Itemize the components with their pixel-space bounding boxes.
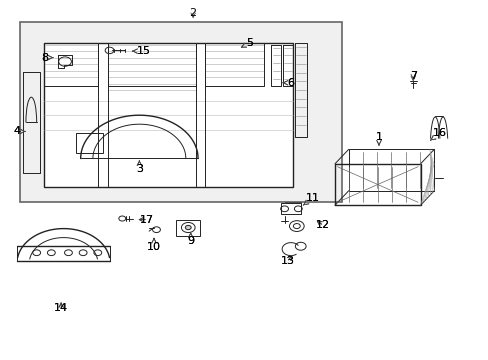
Text: 16: 16 — [429, 128, 446, 140]
Text: 3: 3 — [136, 161, 142, 174]
Bar — [176, 220, 200, 236]
Text: 10: 10 — [147, 238, 161, 252]
Text: 13: 13 — [280, 256, 294, 266]
Polygon shape — [44, 43, 293, 187]
Text: 1: 1 — [375, 132, 382, 145]
Text: 8: 8 — [41, 53, 53, 63]
Text: 11: 11 — [303, 193, 319, 205]
Text: 4: 4 — [14, 126, 25, 136]
Text: 7: 7 — [409, 71, 416, 81]
Text: 5: 5 — [241, 38, 252, 48]
Bar — [20, 22, 342, 202]
Text: 15: 15 — [133, 46, 151, 56]
Text: 12: 12 — [315, 220, 329, 230]
Text: 15: 15 — [133, 46, 151, 56]
Text: 3: 3 — [136, 161, 142, 174]
Text: 6: 6 — [283, 78, 294, 88]
Text: 5: 5 — [241, 38, 252, 48]
Text: 1: 1 — [375, 132, 382, 145]
Text: 17: 17 — [139, 215, 153, 225]
Text: 11: 11 — [303, 193, 319, 205]
Text: 2: 2 — [189, 8, 196, 18]
Text: 14: 14 — [54, 303, 68, 313]
Bar — [281, 203, 300, 214]
Text: 9: 9 — [187, 233, 194, 246]
Text: 17: 17 — [139, 215, 153, 225]
Text: 9: 9 — [187, 233, 194, 246]
Text: 14: 14 — [54, 303, 68, 313]
Text: 7: 7 — [409, 71, 416, 81]
Circle shape — [185, 225, 191, 230]
Bar — [76, 133, 102, 153]
Text: 4: 4 — [14, 126, 25, 136]
Text: 8: 8 — [41, 53, 53, 63]
Text: 13: 13 — [280, 256, 294, 266]
Text: 16: 16 — [429, 128, 446, 140]
Text: 12: 12 — [315, 220, 329, 230]
Text: 10: 10 — [147, 238, 161, 252]
Text: 6: 6 — [283, 78, 294, 88]
